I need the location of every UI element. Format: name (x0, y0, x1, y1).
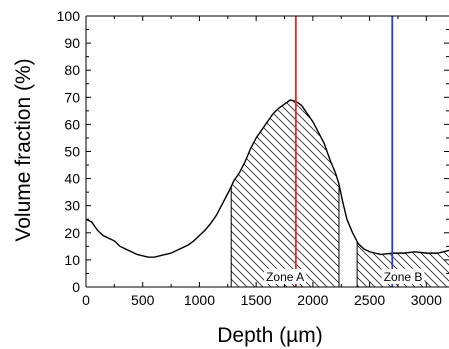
x-axis-title: Depth (µm) (217, 324, 322, 347)
x-tick-label: 500 (131, 292, 155, 308)
y-tick-label: 20 (64, 225, 80, 241)
axes (85, 15, 449, 288)
y-tick-label: 50 (64, 144, 80, 160)
zone-area-1 (231, 100, 339, 287)
x-tick-label: 1500 (241, 292, 272, 308)
y-tick-label: 80 (64, 62, 80, 78)
zone-label-background (381, 269, 425, 284)
y-tick-label: 0 (72, 279, 80, 295)
zone-hatch-layer (230, 100, 449, 287)
x-tick-label: 0 (82, 292, 90, 308)
y-tick-label: 70 (64, 89, 80, 105)
y-tick-label: 10 (64, 252, 80, 268)
x-tick-label: 2500 (354, 292, 385, 308)
y-tick-label: 90 (64, 35, 80, 51)
zone-labels: Zone A Zone B (264, 269, 425, 284)
y-tick-label: 60 (64, 116, 80, 132)
y-tick-label: 30 (64, 198, 80, 214)
x-tick-label: 1000 (184, 292, 215, 308)
zone-label-background (264, 269, 307, 284)
vertical-lines-layer (294, 16, 394, 287)
x-tick-label: 3000 (411, 292, 442, 308)
y-tick-label: 100 (57, 8, 81, 24)
y-tick-label: 40 (64, 171, 80, 187)
zone-label-1: Zone A (266, 270, 304, 284)
zone-area-2 (357, 241, 449, 287)
y-axis-title: Volume fraction (%) (12, 58, 35, 241)
x-tick-label: 2000 (297, 292, 328, 308)
series-line (86, 99, 449, 258)
curve-layer (86, 99, 449, 258)
zone-label-2: Zone B (384, 270, 423, 284)
